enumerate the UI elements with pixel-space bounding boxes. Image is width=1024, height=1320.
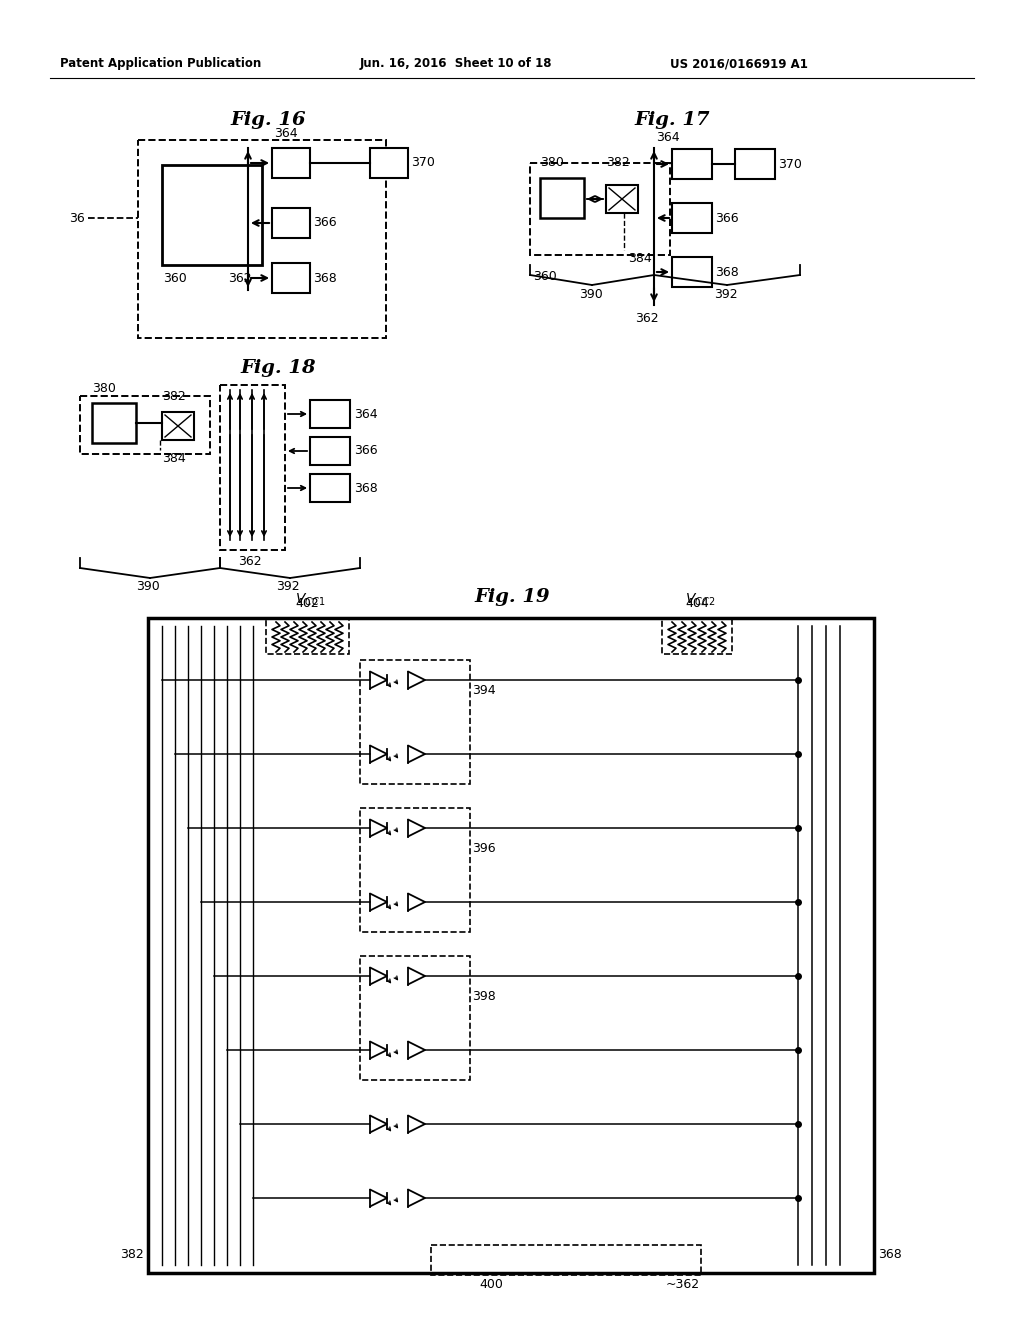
Bar [672, 149, 712, 180]
Text: 390: 390 [136, 579, 160, 593]
Bar [272, 148, 310, 178]
Bar [360, 660, 470, 784]
Bar [80, 396, 210, 454]
Text: 366: 366 [715, 211, 738, 224]
Bar [360, 808, 470, 932]
Text: 370: 370 [411, 157, 435, 169]
Text: 380: 380 [540, 156, 564, 169]
Text: ~362: ~362 [666, 1279, 700, 1291]
Text: Fig. 17: Fig. 17 [634, 111, 710, 129]
Bar [162, 165, 262, 265]
Text: 398: 398 [472, 990, 496, 1002]
Text: $V_{CC2}$: $V_{CC2}$ [685, 591, 715, 609]
Bar [540, 178, 584, 218]
Text: 390: 390 [580, 288, 603, 301]
Bar [431, 1245, 701, 1275]
Text: 362: 362 [635, 312, 658, 325]
Text: Fig. 19: Fig. 19 [474, 587, 550, 606]
Bar [266, 618, 349, 653]
Bar [735, 149, 775, 180]
Bar [672, 257, 712, 286]
Text: 382: 382 [162, 389, 185, 403]
Text: 384: 384 [628, 252, 651, 265]
Bar [310, 400, 350, 428]
Text: 36: 36 [70, 211, 85, 224]
Text: 402: 402 [295, 597, 318, 610]
Text: US 2016/0166919 A1: US 2016/0166919 A1 [670, 58, 808, 70]
Bar [92, 403, 136, 444]
Text: 384: 384 [162, 451, 185, 465]
Bar [272, 263, 310, 293]
Text: 366: 366 [354, 445, 378, 458]
Text: 400: 400 [479, 1279, 503, 1291]
Text: Patent Application Publication: Patent Application Publication [60, 58, 261, 70]
Text: 362: 362 [239, 554, 262, 568]
Bar [310, 474, 350, 502]
Text: 360: 360 [163, 272, 186, 285]
Bar [310, 437, 350, 465]
Text: 392: 392 [714, 288, 738, 301]
Text: 370: 370 [778, 157, 802, 170]
Bar [662, 618, 732, 653]
Text: 394: 394 [472, 684, 496, 697]
Bar [606, 185, 638, 213]
Text: 382: 382 [606, 156, 630, 169]
Text: 392: 392 [276, 579, 300, 593]
Bar [148, 618, 874, 1272]
Bar [370, 148, 408, 178]
Text: 382: 382 [120, 1249, 144, 1262]
Text: Fig. 18: Fig. 18 [241, 359, 315, 378]
Bar [360, 956, 470, 1080]
Text: 404: 404 [685, 597, 709, 610]
Text: 364: 364 [354, 408, 378, 421]
Text: 364: 364 [656, 131, 680, 144]
Text: $V_{CC1}$: $V_{CC1}$ [295, 591, 326, 609]
Bar [530, 162, 670, 255]
Text: Fig. 16: Fig. 16 [230, 111, 306, 129]
Bar [220, 385, 285, 550]
Text: 360: 360 [534, 271, 557, 282]
Text: 368: 368 [715, 265, 738, 279]
Bar [162, 412, 194, 440]
Bar [272, 209, 310, 238]
Text: Jun. 16, 2016  Sheet 10 of 18: Jun. 16, 2016 Sheet 10 of 18 [360, 58, 553, 70]
Text: 368: 368 [313, 272, 337, 285]
Text: 368: 368 [354, 482, 378, 495]
Text: 362: 362 [228, 272, 252, 285]
Bar [672, 203, 712, 234]
Text: 368: 368 [878, 1249, 902, 1262]
Bar [138, 140, 386, 338]
Text: 396: 396 [472, 842, 496, 854]
Text: 364: 364 [274, 127, 298, 140]
Text: 366: 366 [313, 216, 337, 230]
Text: 380: 380 [92, 381, 116, 395]
